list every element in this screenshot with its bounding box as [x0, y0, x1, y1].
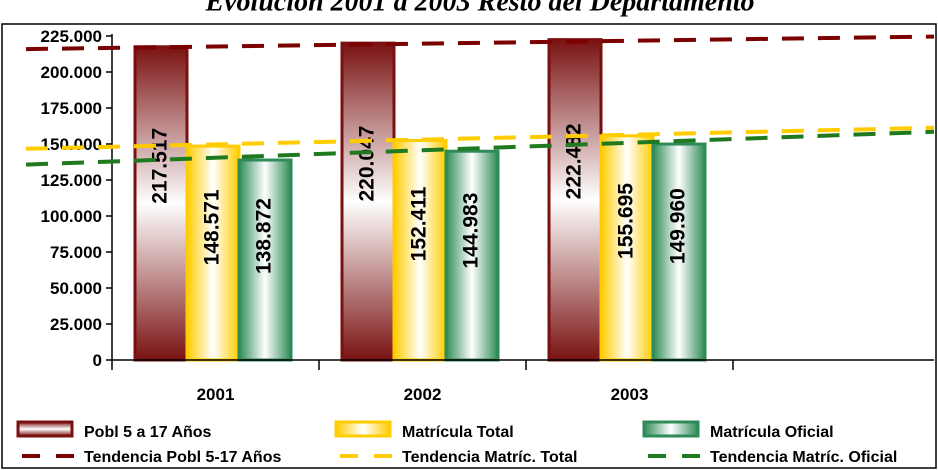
legend: Pobl 5 a 17 Años Matrícula Total Matrícula… — [16, 420, 897, 466]
legend-trend-label-3: Tendencia Matríc. Oficial — [710, 449, 897, 466]
legend-label-1: Pobl 5 a 17 Años — [84, 424, 212, 441]
data-label: 148.571 — [201, 189, 224, 265]
y-tick-label: 25.000 — [50, 315, 102, 334]
y-tick-label: 100.000 — [41, 207, 102, 226]
data-label: 152.411 — [408, 186, 431, 261]
x-tick-label: 2003 — [611, 385, 649, 404]
trendline-2 — [25, 125, 935, 151]
legend-trend-label-2: Tendencia Matríc. Total — [402, 449, 577, 466]
chart-frame — [1, 23, 937, 469]
legend-label-2: Matrícula Total — [402, 424, 514, 441]
data-label: 144.983 — [460, 193, 483, 269]
bar-3-2003 — [651, 142, 707, 362]
trendline-1 — [25, 34, 935, 52]
x-tick-label: 2002 — [404, 385, 442, 404]
legend-swatch-3 — [642, 420, 700, 438]
y-tick-label: 0 — [93, 351, 102, 370]
legend-trend-label-1: Tendencia Pobl 5-17 Años — [84, 449, 281, 466]
bar-1-2001 — [133, 45, 189, 362]
data-label: 138.872 — [253, 198, 276, 274]
data-label: 220.047 — [356, 126, 379, 202]
y-tick-label: 200.000 — [41, 63, 102, 82]
chart-title: Evolución 2001 a 2003 Resto del Departam… — [204, 0, 754, 17]
data-label: 217.517 — [149, 128, 172, 204]
y-tick-label: 50.000 — [50, 279, 102, 298]
bar-3-2002 — [444, 149, 500, 362]
legend-swatch-1 — [16, 420, 74, 438]
y-tick-label: 225.000 — [41, 27, 102, 46]
plot-area: 0 25.000 50.000 75.000 100.000 125.000 150.000… — [25, 27, 935, 404]
bar-2-2001 — [185, 144, 241, 362]
y-tick-label: 125.000 — [41, 171, 102, 190]
data-label: 149.960 — [667, 188, 690, 264]
bar-1-2002 — [340, 41, 396, 362]
bar-2-2002 — [392, 139, 448, 362]
y-tick-label: 150.000 — [41, 135, 102, 154]
data-label: 222.482 — [563, 123, 586, 199]
y-tick-label: 175.000 — [41, 99, 102, 118]
data-label: 155.695 — [615, 183, 638, 259]
y-tick-label: 75.000 — [50, 243, 102, 262]
trendline-3 — [25, 129, 935, 167]
legend-label-3: Matrícula Oficial — [710, 424, 834, 441]
legend-swatch-2 — [334, 420, 392, 438]
x-tick-label: 2001 — [197, 385, 235, 404]
